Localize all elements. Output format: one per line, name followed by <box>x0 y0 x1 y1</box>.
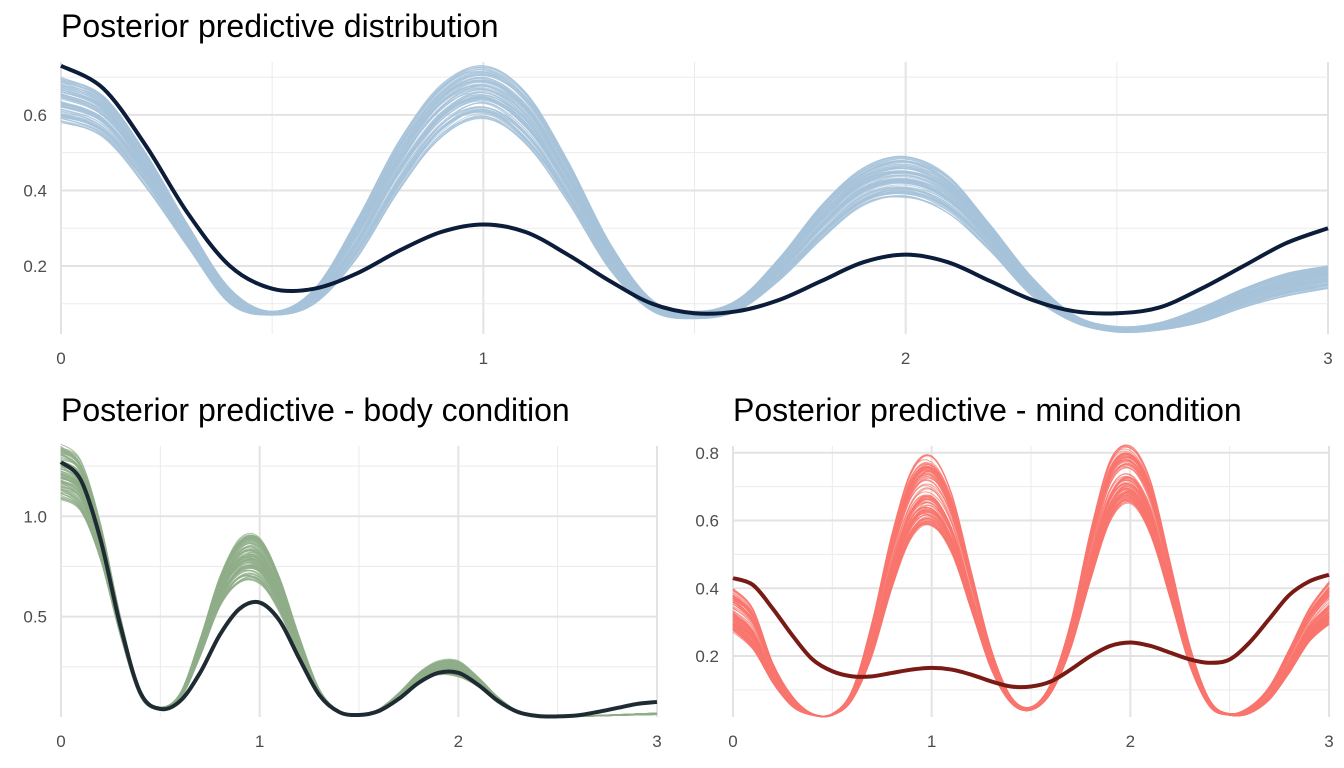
y-tick-label: 1.0 <box>23 507 47 526</box>
chart-title: Posterior predictive distribution <box>61 8 499 44</box>
y-tick-label: 0.4 <box>23 181 47 200</box>
x-tick-label: 2 <box>1126 732 1135 751</box>
x-tick-label: 1 <box>927 732 936 751</box>
replicate-line <box>732 502 1330 718</box>
observed-line <box>60 63 1329 316</box>
observed-line <box>732 572 1330 690</box>
replicate-lines <box>732 444 1330 718</box>
chart-svg-overall: 0 1 2 3 0.2 0.4 0.6 <box>23 62 1333 368</box>
x-tick-label: 0 <box>728 732 737 751</box>
grid <box>60 62 1329 334</box>
y-tick-label: 0.6 <box>695 512 719 531</box>
chart-svg-mind: 0 1 2 3 0.2 0.4 0.6 0.8 <box>695 444 1333 751</box>
chart-panel-mind: Posterior predictive - mind condition 0 1… <box>672 384 1344 768</box>
chart-panel-overall: Posterior predictive distribution 0 1 2 3 0.… <box>0 0 1344 380</box>
chart-panel-body: Posterior predictive - body condition 0 1… <box>0 384 672 768</box>
chart-title: Posterior predictive - mind condition <box>733 392 1242 428</box>
grid <box>60 446 658 717</box>
x-tick-label: 0 <box>56 732 65 751</box>
chart-svg-body: 0 1 2 3 0.5 1.0 <box>23 443 662 751</box>
y-tick-label: 0.5 <box>23 608 47 627</box>
x-tick-label: 3 <box>1324 732 1333 751</box>
x-tick-label: 0 <box>56 349 65 368</box>
x-tick-label: 2 <box>901 349 910 368</box>
observed-line <box>59 460 658 719</box>
grid <box>732 446 1330 717</box>
x-tick-label: 2 <box>454 732 463 751</box>
x-tick-label: 3 <box>1323 349 1332 368</box>
y-tick-label: 0.6 <box>23 106 47 125</box>
y-tick-label: 0.4 <box>695 579 719 598</box>
x-tick-label: 3 <box>652 732 661 751</box>
tick-labels: 0 1 2 3 0.5 1.0 <box>23 507 661 751</box>
tick-labels: 0 1 2 3 0.2 0.4 0.6 <box>23 106 1332 368</box>
replicate-line <box>732 475 1330 717</box>
y-tick-label: 0.8 <box>695 444 719 463</box>
x-tick-label: 1 <box>479 349 488 368</box>
y-tick-label: 0.2 <box>23 257 47 276</box>
y-tick-label: 0.2 <box>695 647 719 666</box>
chart-title: Posterior predictive - body condition <box>61 392 570 428</box>
tick-labels: 0 1 2 3 0.2 0.4 0.6 0.8 <box>695 444 1333 751</box>
x-tick-label: 1 <box>255 732 264 751</box>
replicate-line <box>60 99 1329 331</box>
replicate-line <box>60 111 1329 333</box>
